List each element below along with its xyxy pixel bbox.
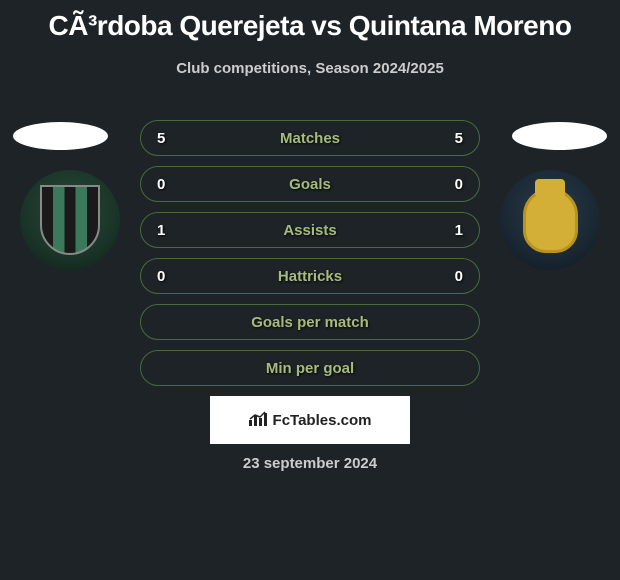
club-badge-right-crown [535, 179, 565, 195]
club-badge-right-shield [523, 188, 578, 253]
stat-label: Goals [289, 176, 331, 193]
brand-text: FcTables.com [273, 412, 372, 429]
stat-value-left: 1 [157, 222, 187, 239]
stat-row-goals-per-match: Goals per match [140, 304, 480, 340]
stat-value-right: 1 [433, 222, 463, 239]
page-title: CÃ³rdoba Querejeta vs Quintana Moreno [0, 0, 620, 42]
stat-value-left: 0 [157, 176, 187, 193]
stat-label: Hattricks [278, 268, 342, 285]
stat-value-right: 0 [433, 176, 463, 193]
player-avatar-left [13, 122, 108, 150]
stat-row-matches: 5 Matches 5 [140, 120, 480, 156]
footer-date: 23 september 2024 [243, 455, 377, 472]
club-badge-left [20, 170, 120, 270]
player-avatar-right [512, 122, 607, 150]
club-badge-right [500, 170, 600, 270]
stat-label: Matches [280, 130, 340, 147]
stat-label: Assists [283, 222, 336, 239]
stat-value-left: 5 [157, 130, 187, 147]
club-badge-left-shield [40, 185, 100, 255]
stats-container: 5 Matches 5 0 Goals 0 1 Assists 1 0 Hatt… [140, 120, 480, 396]
page-subtitle: Club competitions, Season 2024/2025 [0, 60, 620, 77]
stat-label: Goals per match [251, 314, 369, 331]
stat-label: Min per goal [266, 360, 354, 377]
stat-row-min-per-goal: Min per goal [140, 350, 480, 386]
stat-value-left: 0 [157, 268, 187, 285]
chart-icon [249, 410, 269, 431]
stat-row-hattricks: 0 Hattricks 0 [140, 258, 480, 294]
stat-row-assists: 1 Assists 1 [140, 212, 480, 248]
brand-box[interactable]: FcTables.com [210, 396, 410, 444]
stat-value-right: 5 [433, 130, 463, 147]
stat-row-goals: 0 Goals 0 [140, 166, 480, 202]
stat-value-right: 0 [433, 268, 463, 285]
